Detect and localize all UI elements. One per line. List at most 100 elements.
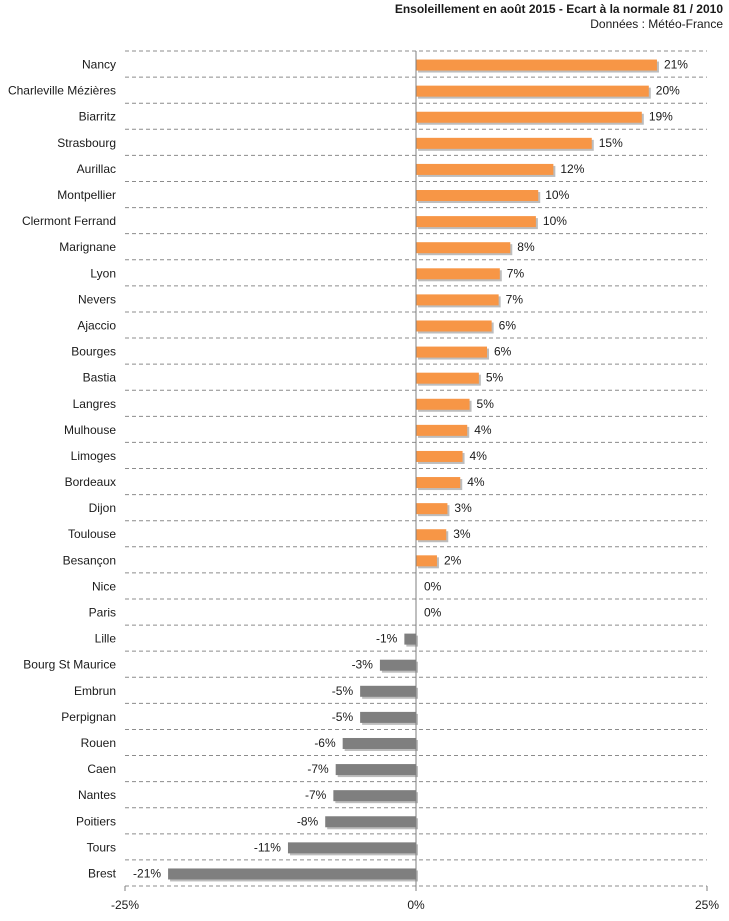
data-label: 6% [494, 345, 512, 359]
data-label: 3% [453, 527, 471, 541]
data-label: 4% [474, 423, 492, 437]
data-label: 12% [560, 162, 584, 176]
data-label: 20% [656, 84, 680, 98]
bar [416, 503, 448, 515]
data-label: 4% [467, 475, 485, 489]
bar [404, 633, 416, 645]
category-label: Poitiers [76, 814, 116, 828]
bar [416, 268, 500, 280]
category-label: Bourges [71, 345, 116, 359]
bar [416, 424, 468, 436]
category-label: Marignane [59, 240, 116, 254]
bar [416, 242, 511, 254]
bar [342, 737, 416, 749]
category-label: Embrun [74, 684, 116, 698]
category-label: Dijon [89, 501, 116, 515]
chart-subtitle: Données : Météo-France [590, 17, 723, 31]
category-label: Biarritz [79, 110, 116, 124]
bar [416, 372, 479, 384]
data-label: 7% [507, 266, 525, 280]
bar [416, 85, 649, 97]
category-label: Bourg St Maurice [23, 658, 116, 672]
chart-title: Ensoleillement en août 2015 - Ecart à la… [394, 2, 723, 16]
bar [416, 163, 554, 175]
category-label: Tours [87, 840, 116, 854]
category-label: Clermont Ferrand [22, 214, 116, 228]
data-label: 5% [477, 397, 495, 411]
data-label: 0% [424, 606, 442, 620]
category-label: Paris [89, 606, 116, 620]
bar [287, 842, 416, 854]
category-label: Perpignan [61, 710, 116, 724]
category-label: Nevers [78, 292, 116, 306]
bar [416, 398, 470, 410]
data-label: 10% [543, 214, 567, 228]
bar [416, 59, 657, 71]
bar [416, 216, 536, 228]
category-label: Caen [87, 762, 116, 776]
data-label: 10% [545, 188, 569, 202]
bar [379, 659, 416, 671]
bar [416, 555, 437, 567]
category-label: Toulouse [68, 527, 116, 541]
data-label: 5% [486, 371, 504, 385]
x-tick-label: 25% [695, 898, 719, 912]
category-label: Aurillac [77, 162, 116, 176]
data-label: 21% [664, 58, 688, 72]
bar [333, 790, 416, 802]
category-label: Nancy [82, 58, 116, 72]
bar [360, 685, 416, 697]
data-label: -5% [332, 684, 354, 698]
data-label: -5% [332, 710, 354, 724]
category-label: Bordeaux [65, 475, 116, 489]
bar [416, 320, 492, 332]
data-label: 0% [424, 579, 442, 593]
category-label: Limoges [71, 449, 116, 463]
bar [416, 529, 447, 541]
bar [416, 137, 592, 149]
bar [416, 450, 463, 462]
category-label: Nantes [78, 788, 116, 802]
data-label: 19% [649, 110, 673, 124]
bar [416, 346, 488, 358]
bar [416, 294, 499, 306]
data-label: 6% [499, 318, 517, 332]
data-label: -11% [254, 840, 281, 854]
data-label: 8% [517, 240, 535, 254]
data-label: 4% [470, 449, 488, 463]
bar [360, 711, 416, 723]
data-label: 15% [599, 136, 623, 150]
data-label: -6% [314, 736, 336, 750]
data-label: -7% [307, 762, 329, 776]
bar [335, 764, 416, 776]
x-tick-label: -25% [111, 898, 139, 912]
bar [168, 868, 416, 880]
data-label: 3% [454, 501, 472, 515]
data-label: 2% [444, 553, 462, 567]
category-label: Strasbourg [57, 136, 116, 150]
data-label: -1% [376, 632, 398, 646]
data-label: 7% [506, 292, 524, 306]
category-label: Lille [95, 632, 117, 646]
category-label: Rouen [81, 736, 116, 750]
bar [325, 816, 416, 828]
category-label: Charleville Mézières [8, 84, 116, 98]
data-label: -3% [352, 658, 374, 672]
category-label: Ajaccio [77, 318, 116, 332]
category-label: Brest [88, 866, 117, 880]
bar [416, 190, 539, 202]
category-label: Besançon [63, 553, 116, 567]
category-label: Montpellier [57, 188, 116, 202]
category-label: Langres [73, 397, 116, 411]
x-tick-label: 0% [407, 898, 425, 912]
data-label: -8% [297, 814, 319, 828]
bar [416, 111, 642, 123]
bar [416, 477, 461, 489]
data-label: -21% [133, 866, 161, 880]
category-label: Mulhouse [64, 423, 116, 437]
category-label: Lyon [90, 266, 116, 280]
category-label: Bastia [83, 371, 117, 385]
data-label: -7% [305, 788, 327, 802]
category-label: Nice [92, 579, 116, 593]
